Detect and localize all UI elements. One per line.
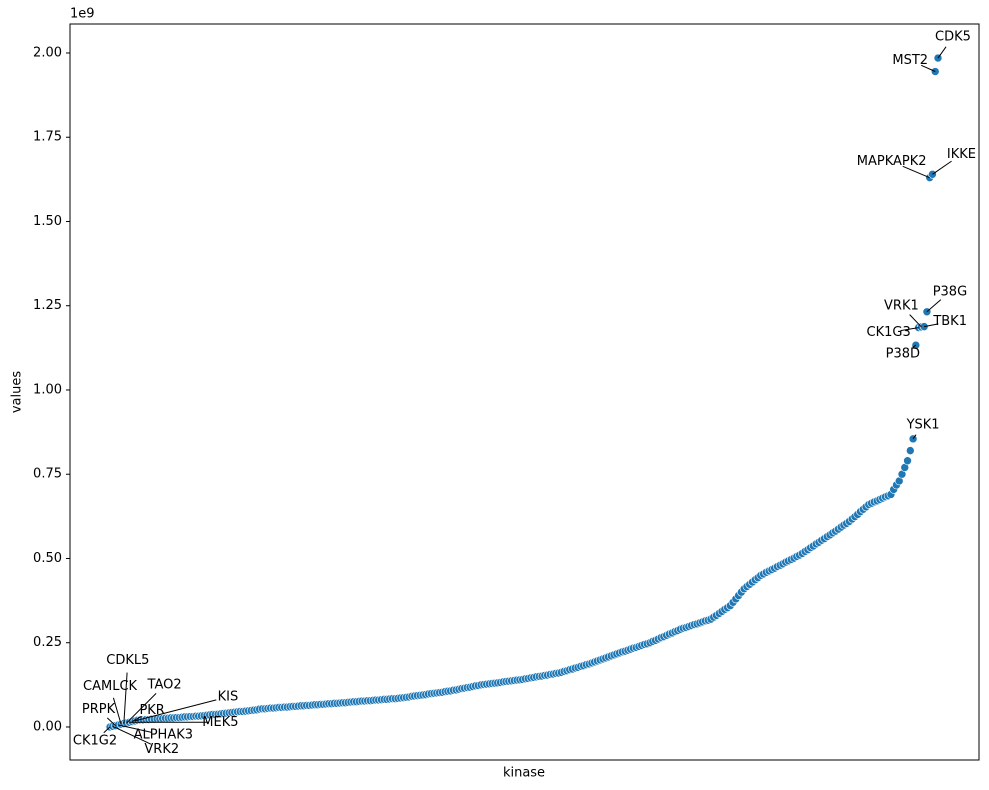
- y-tick-label: 1.25: [33, 298, 62, 313]
- annotation-label: MST2: [892, 53, 928, 68]
- annotation-label: TAO2: [147, 677, 182, 692]
- annotation-label: CK1G2: [73, 733, 117, 748]
- y-tick-label: 0.25: [33, 635, 62, 650]
- annotation-label: CAMLCK: [83, 679, 138, 694]
- annotation-leader: [134, 699, 217, 722]
- annotation-label: VRK2: [144, 742, 179, 757]
- annotation-leader: [924, 323, 939, 328]
- y-tick-label: 2.00: [33, 45, 62, 60]
- annotation-leader: [937, 46, 947, 59]
- y-tick-label: 0.75: [33, 467, 62, 482]
- annotation-label: P38D: [886, 347, 920, 362]
- point: [903, 456, 912, 466]
- y-tick-label: 1.50: [33, 214, 62, 229]
- annotation-leader: [926, 299, 942, 313]
- y-tick-label: 1.75: [33, 130, 62, 145]
- annotation-label: ALPHAK3: [134, 727, 193, 742]
- annotation-label: CDKL5: [106, 653, 149, 668]
- annotation-leader: [932, 160, 952, 175]
- annotation-leader: [112, 725, 152, 745]
- annotation-leader: [126, 693, 157, 724]
- annotation-leader: [103, 726, 111, 734]
- x-axis-label: kinase: [503, 766, 545, 781]
- annotation-leader: [902, 165, 930, 179]
- y-tick-label: 1.00: [33, 382, 62, 397]
- annotation-leader: [921, 64, 936, 72]
- annotation-label: TBK1: [932, 314, 967, 329]
- annotation-leader: [106, 717, 116, 726]
- annotation-label: PRPK: [82, 702, 116, 717]
- y-tick-label: 0.00: [33, 719, 62, 734]
- annotation-label: MEK5: [202, 715, 238, 730]
- annotation-label: P38G: [933, 284, 967, 299]
- annotation-leader: [131, 715, 142, 723]
- annotation-leader: [118, 724, 152, 733]
- annotation-leader: [909, 314, 922, 328]
- annotation-label: CDK5: [935, 30, 971, 45]
- annotation-label: KIS: [218, 689, 239, 704]
- annotation-leader: [112, 697, 122, 725]
- annotation-leader: [912, 344, 917, 348]
- annotation-leader: [900, 327, 919, 332]
- annotation-leader: [912, 434, 917, 440]
- y-offset-label: 1e9: [70, 7, 95, 22]
- y-tick-label: 0.50: [33, 551, 62, 566]
- point: [906, 446, 915, 455]
- annotation-label: YSK1: [906, 417, 940, 432]
- annotation-label: PKR: [139, 703, 164, 718]
- annotation-label: IKKE: [947, 147, 976, 162]
- annotation-label: VRK1: [884, 298, 919, 313]
- annotation-leader: [123, 672, 128, 724]
- plot-frame: [69, 23, 980, 761]
- y-axis-label: values: [10, 371, 25, 414]
- annotation-label: MAPKAPK2: [857, 154, 927, 169]
- annotation-label: CK1G3: [867, 325, 911, 340]
